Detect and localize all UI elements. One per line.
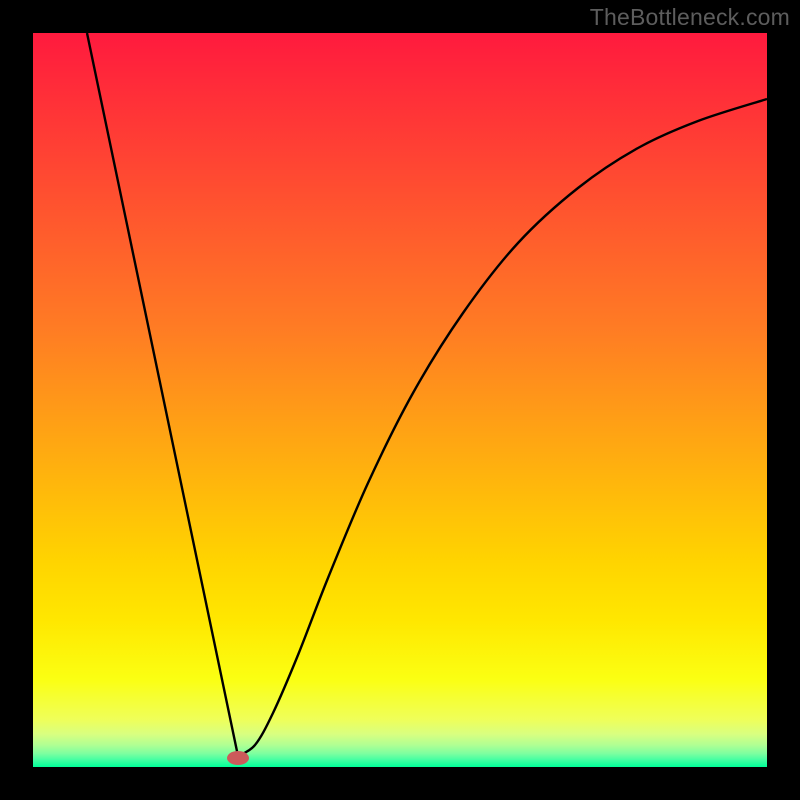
curve-svg	[33, 33, 767, 767]
optimal-point-marker	[227, 751, 249, 765]
watermark-text: TheBottleneck.com	[590, 4, 790, 31]
chart-container: TheBottleneck.com	[0, 0, 800, 800]
plot-area	[33, 33, 767, 767]
bottleneck-curve	[87, 33, 767, 756]
